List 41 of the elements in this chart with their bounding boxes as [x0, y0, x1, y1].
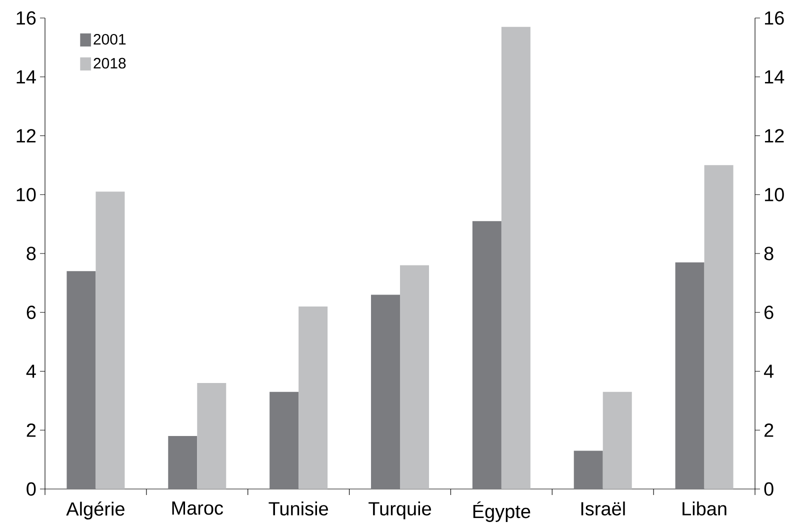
- bar: [501, 26, 530, 489]
- x-tick-label: Algérie: [66, 501, 124, 520]
- bar: [400, 265, 430, 489]
- x-tick-label: Égypte: [473, 501, 530, 522]
- bar: [168, 436, 198, 489]
- y-tick-label: 14: [764, 70, 784, 84]
- y2-tick-label: 6: [26, 306, 36, 319]
- bar: [197, 382, 226, 489]
- bar: [574, 450, 603, 489]
- legend-label: 2001: [94, 34, 126, 44]
- x-tick-label: Turquie: [368, 501, 432, 520]
- bar: [66, 271, 96, 489]
- y-tick-label: 16: [764, 11, 784, 25]
- y2-tick-label: 10: [16, 188, 36, 202]
- y-tick-label: 2: [764, 423, 774, 437]
- y2-tick-label: 0: [26, 482, 36, 496]
- x-tick-label: Maroc: [172, 501, 224, 515]
- legend-label: 2018: [94, 58, 126, 68]
- y2-tick-label: 4: [26, 364, 36, 378]
- y-tick-label: 6: [764, 306, 774, 319]
- y-tick-label: 10: [764, 188, 784, 202]
- y2-tick-label: 8: [26, 246, 36, 260]
- x-tick-label: Tunisie: [268, 501, 328, 516]
- x-tick-label: Liban: [682, 501, 726, 516]
- bar: [270, 392, 299, 489]
- bar: [298, 306, 328, 489]
- y2-tick-label: 12: [16, 128, 36, 142]
- bar: [371, 294, 400, 489]
- y2-tick-label: 16: [16, 11, 36, 25]
- y2-tick-label: 2: [26, 423, 36, 437]
- bar: [472, 220, 502, 489]
- y2-tick-label: 14: [16, 70, 36, 84]
- bar: [675, 262, 704, 489]
- y-tick-label: 0: [764, 482, 774, 496]
- bar: [602, 392, 632, 489]
- bar: [96, 192, 125, 489]
- y-tick-label: 8: [764, 246, 774, 260]
- y-tick-label: 4: [764, 364, 774, 378]
- bar: [704, 165, 734, 489]
- y-tick-label: 12: [764, 128, 784, 142]
- x-tick-label: Israël: [581, 501, 625, 516]
